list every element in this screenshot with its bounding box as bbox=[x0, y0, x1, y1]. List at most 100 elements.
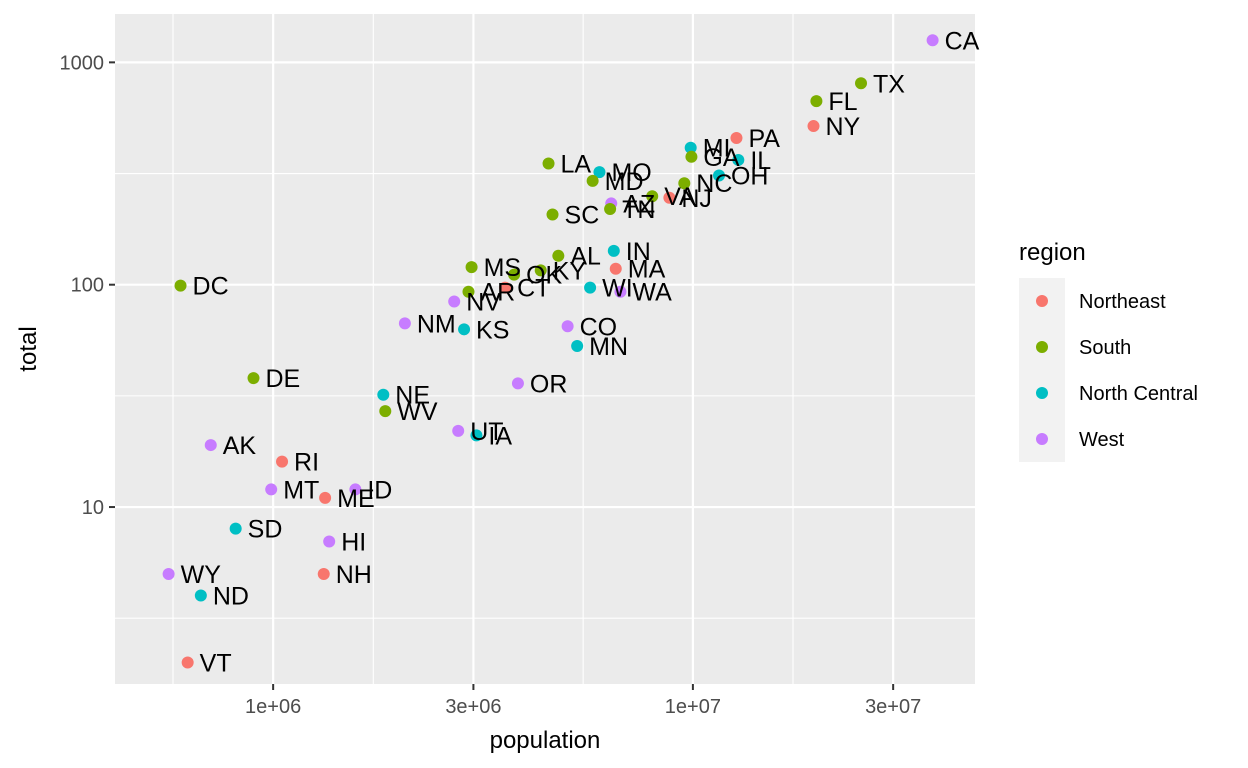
data-point bbox=[614, 285, 627, 298]
data-point bbox=[181, 656, 194, 669]
data-point bbox=[534, 264, 547, 277]
x-tick-label: 3e+06 bbox=[445, 696, 501, 718]
point-label: KS bbox=[476, 316, 509, 344]
data-point bbox=[684, 141, 697, 154]
point-label: RI bbox=[294, 449, 319, 477]
data-point bbox=[584, 281, 597, 294]
legend-label: North Central bbox=[1079, 383, 1198, 405]
data-point bbox=[458, 323, 471, 336]
point-label: NJ bbox=[681, 185, 712, 213]
data-point bbox=[377, 388, 390, 401]
minor-gridlines bbox=[115, 14, 975, 684]
data-points bbox=[162, 34, 939, 669]
point-label: DC bbox=[193, 273, 229, 301]
data-point bbox=[586, 174, 599, 187]
point-label: NH bbox=[336, 561, 372, 589]
data-point bbox=[855, 77, 868, 90]
point-label: OH bbox=[731, 162, 769, 190]
data-point bbox=[511, 377, 524, 390]
x-axis: 1e+06 3e+06 1e+07 3e+07 bbox=[245, 684, 921, 718]
data-point bbox=[712, 169, 725, 182]
point-label: WI bbox=[602, 275, 633, 303]
point-label: IA bbox=[488, 422, 512, 450]
legend-key-marker bbox=[1036, 295, 1048, 307]
data-point bbox=[194, 589, 207, 602]
legend-label: South bbox=[1079, 337, 1131, 359]
point-label: MT bbox=[283, 476, 319, 504]
data-point bbox=[174, 279, 187, 292]
data-point bbox=[807, 120, 820, 133]
data-point bbox=[462, 285, 475, 298]
data-point bbox=[552, 249, 565, 262]
point-label: ME bbox=[337, 485, 375, 513]
y-tick-label: 10 bbox=[82, 497, 104, 519]
data-point bbox=[732, 153, 745, 166]
point-label: MA bbox=[628, 256, 666, 284]
data-point bbox=[593, 166, 606, 179]
point-label: AL bbox=[570, 243, 601, 271]
data-point bbox=[646, 190, 659, 203]
x-tick-label: 1e+07 bbox=[665, 696, 721, 718]
data-point bbox=[276, 455, 289, 468]
legend: region Northeast South North Central West bbox=[1019, 239, 1198, 462]
data-point bbox=[546, 208, 559, 221]
data-point bbox=[323, 535, 336, 548]
point-label: CT bbox=[517, 275, 550, 303]
x-tick-label: 1e+06 bbox=[245, 696, 301, 718]
y-tick-label: 100 bbox=[71, 275, 104, 297]
point-label: UT bbox=[470, 418, 503, 446]
y-axis-title: total bbox=[15, 326, 42, 371]
point-label: MS bbox=[484, 254, 521, 282]
point-label: GA bbox=[703, 144, 739, 172]
data-point bbox=[508, 268, 521, 281]
data-point bbox=[229, 522, 242, 535]
data-point bbox=[470, 429, 483, 442]
point-label: CO bbox=[580, 313, 618, 341]
point-label: NE bbox=[395, 382, 430, 410]
point-label: OR bbox=[530, 370, 568, 398]
point-label: ID bbox=[367, 476, 392, 504]
data-point bbox=[926, 34, 939, 47]
point-label: AR bbox=[480, 279, 515, 307]
point-label: HI bbox=[341, 528, 366, 556]
point-label: DE bbox=[266, 365, 301, 393]
data-point bbox=[448, 295, 461, 308]
legend-title: region bbox=[1019, 239, 1086, 266]
data-point bbox=[730, 131, 743, 144]
data-point bbox=[204, 439, 217, 452]
data-point bbox=[247, 372, 260, 385]
point-label: NM bbox=[417, 310, 456, 338]
point-label: KY bbox=[553, 257, 587, 285]
point-label: MI bbox=[703, 135, 731, 163]
point-label: IN bbox=[626, 238, 651, 266]
legend-label: Northeast bbox=[1079, 291, 1166, 313]
point-label: PA bbox=[748, 125, 780, 153]
data-point bbox=[379, 405, 392, 418]
point-label: LA bbox=[561, 150, 592, 178]
data-point bbox=[319, 491, 332, 504]
y-axis: 10 100 1000 bbox=[60, 52, 115, 519]
point-label: OK bbox=[526, 262, 562, 290]
data-point bbox=[349, 483, 362, 496]
data-point bbox=[499, 281, 512, 294]
point-label: CA bbox=[945, 27, 980, 55]
legend-key-marker bbox=[1036, 387, 1048, 399]
point-label: AK bbox=[223, 432, 257, 460]
point-label: ND bbox=[213, 583, 249, 611]
point-label: WV bbox=[397, 398, 438, 426]
data-point bbox=[571, 340, 584, 353]
y-tick-label: 1000 bbox=[60, 52, 105, 74]
point-label: SC bbox=[565, 201, 600, 229]
data-point bbox=[604, 203, 617, 216]
data-point bbox=[609, 262, 622, 275]
legend-label: West bbox=[1079, 429, 1125, 451]
data-point bbox=[685, 150, 698, 163]
data-point bbox=[317, 567, 330, 580]
point-label: WA bbox=[632, 279, 672, 307]
data-point bbox=[607, 244, 620, 257]
point-label: NV bbox=[466, 289, 501, 317]
data-point bbox=[561, 320, 574, 333]
legend-key-marker bbox=[1036, 341, 1048, 353]
